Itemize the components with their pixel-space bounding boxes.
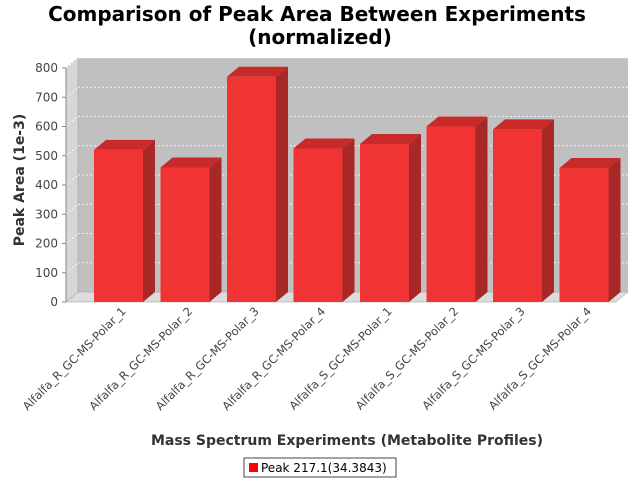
- x-axis-label: Mass Spectrum Experiments (Metabolite Pr…: [151, 433, 543, 449]
- bar-front: [426, 126, 476, 302]
- bar-top: [293, 138, 355, 149]
- bars: [94, 66, 621, 303]
- bar: [426, 116, 488, 302]
- bar-front: [559, 168, 609, 302]
- gridline-side: [65, 86, 79, 98]
- y-tick-label: 300: [35, 207, 58, 221]
- bar-side: [276, 66, 288, 303]
- y-tick-label: 0: [50, 295, 58, 309]
- gridline-side: [65, 145, 79, 157]
- y-tick-label: 500: [35, 149, 58, 163]
- bar-front: [360, 144, 409, 302]
- gridline-side: [65, 203, 79, 215]
- bar-top: [160, 157, 222, 168]
- legend: Peak 217.1(34.3843): [243, 457, 397, 478]
- bar: [360, 134, 421, 302]
- bar-side: [475, 116, 488, 302]
- bar-side: [409, 134, 421, 302]
- bar-front: [160, 167, 210, 302]
- bar-top: [493, 119, 554, 130]
- y-axis-label: Peak Area (1e-3): [12, 114, 28, 247]
- bar-front: [493, 129, 542, 302]
- x-axis-tick-labels: Alfalfa_R_GC-MS-Polar_1Alfalfa_R_GC-MS-P…: [20, 304, 594, 413]
- plot-left-wall: [65, 57, 79, 303]
- bar: [227, 66, 288, 303]
- gridline-side: [65, 116, 79, 127]
- chart-title-line-1: Comparison of Peak Area Between Experime…: [48, 2, 586, 26]
- bar-front: [227, 76, 276, 303]
- bar-side: [209, 157, 222, 302]
- legend-box: [243, 457, 397, 478]
- bar-top: [426, 116, 488, 127]
- gridlines: [65, 57, 628, 274]
- bar-top: [94, 139, 155, 150]
- gridline-side: [65, 233, 79, 244]
- y-tick-label: 200: [35, 237, 58, 251]
- bar-side: [143, 139, 155, 302]
- gridline-side: [65, 174, 79, 186]
- chart-title-line-2: (normalized): [248, 25, 392, 49]
- gridline-side: [65, 57, 79, 69]
- y-tick-label: 800: [35, 61, 58, 75]
- legend-swatch: [249, 463, 258, 472]
- bar-side: [608, 158, 621, 302]
- bar-front: [293, 148, 343, 302]
- bar: [94, 139, 155, 302]
- y-tick-label: 400: [35, 178, 58, 192]
- gridline-side: [65, 262, 79, 274]
- bar-side: [342, 138, 355, 302]
- bar: [293, 138, 355, 302]
- bar: [559, 158, 621, 302]
- legend-label: Peak 217.1(34.3843): [261, 461, 387, 475]
- y-tick-label: 600: [35, 120, 58, 134]
- y-tick-label: 100: [35, 266, 58, 280]
- bar-top: [227, 66, 288, 77]
- bar: [160, 157, 222, 302]
- bar: [493, 119, 554, 302]
- bar-top: [559, 158, 621, 169]
- bar-top: [360, 134, 421, 145]
- y-tick-label: 700: [35, 90, 58, 104]
- bar-front: [94, 149, 143, 302]
- y-axis: 0 100 200 300 400 500 600 700 800: [35, 61, 67, 309]
- bar-side: [542, 119, 554, 302]
